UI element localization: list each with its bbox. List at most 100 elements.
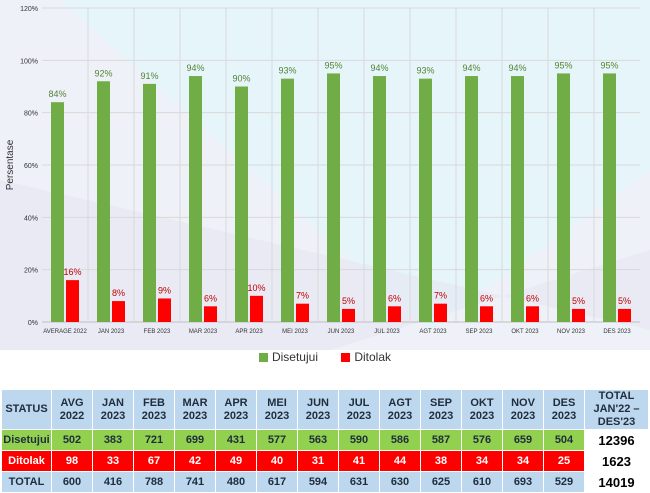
row-label: Ditolak bbox=[1, 450, 52, 472]
row-label: TOTAL bbox=[1, 471, 52, 493]
bar-ditolak bbox=[66, 280, 79, 322]
table-cell: 49 bbox=[215, 450, 257, 472]
table-header-cell: AVG 2022 bbox=[51, 389, 93, 430]
x-tick-label: AVERAGE 2022 bbox=[43, 329, 87, 335]
table-cell: 42 bbox=[174, 450, 216, 472]
table-cell: 31 bbox=[297, 450, 339, 472]
table-cell: 693 bbox=[502, 471, 544, 493]
bar-disetujui bbox=[603, 73, 616, 323]
table-cell: 480 bbox=[215, 471, 257, 493]
data-label-disetujui: 95% bbox=[600, 60, 618, 70]
bar-ditolak bbox=[388, 306, 401, 322]
table-header-status: STATUS bbox=[1, 389, 52, 430]
x-tick-label: AGT 2023 bbox=[419, 329, 447, 335]
data-label-disetujui: 95% bbox=[324, 60, 342, 70]
table-cell: 34 bbox=[461, 450, 503, 472]
table-cell: 590 bbox=[338, 429, 380, 451]
bar-disetujui bbox=[51, 102, 64, 322]
data-label-disetujui: 93% bbox=[278, 66, 296, 76]
table-header-cell: DES 2023 bbox=[543, 389, 585, 430]
data-label-ditolak: 6% bbox=[388, 293, 401, 303]
data-label-ditolak: 7% bbox=[434, 291, 447, 301]
x-tick-label: JUN 2023 bbox=[328, 329, 355, 335]
bar-disetujui bbox=[465, 76, 478, 323]
x-tick-label: MAR 2023 bbox=[189, 329, 218, 335]
table-cell: 98 bbox=[51, 450, 93, 472]
y-tick-label: 0% bbox=[28, 320, 38, 327]
bar-ditolak bbox=[342, 308, 355, 322]
table-row-total: TOTAL 600 416 788 741 480 617 594 631 630 625 610 69… bbox=[1, 471, 649, 493]
data-label-disetujui: 95% bbox=[554, 60, 572, 70]
legend-item-disetujui: Disetujui bbox=[258, 350, 318, 364]
x-tick-label: DES 2023 bbox=[603, 329, 631, 335]
data-label-disetujui: 92% bbox=[94, 68, 112, 78]
data-label-disetujui: 90% bbox=[232, 74, 250, 84]
chart-area: 0% 20% 40% 60% 80% 100% 120% Persentase 84% 16% AV… bbox=[0, 0, 650, 364]
table-cell: 40 bbox=[256, 450, 298, 472]
table-cell: 631 bbox=[338, 471, 380, 493]
table-header-cell: APR 2023 bbox=[215, 389, 257, 430]
table-header-cell: SEP 2023 bbox=[420, 389, 462, 430]
row-label: Disetujui bbox=[1, 429, 52, 451]
table-cell: 563 bbox=[297, 429, 339, 451]
data-label-disetujui: 84% bbox=[48, 89, 66, 99]
data-label-disetujui: 93% bbox=[416, 66, 434, 76]
legend-label-ditolak: Ditolak bbox=[354, 350, 392, 364]
table-header-cell: NOV 2023 bbox=[502, 389, 544, 430]
table-row-ditolak: Ditolak 98 33 67 42 49 40 31 41 44 38 34 34 25 1623 bbox=[1, 450, 649, 472]
x-tick-label: OKT 2023 bbox=[511, 329, 539, 335]
y-tick-label: 100% bbox=[20, 58, 38, 65]
row-grand-total: 12396 bbox=[584, 429, 649, 451]
table-cell: 529 bbox=[543, 471, 585, 493]
data-label-ditolak: 5% bbox=[342, 296, 355, 306]
bar-disetujui bbox=[235, 86, 248, 322]
table-header-cell: MAR 2023 bbox=[174, 389, 216, 430]
table-header-cell: JAN 2023 bbox=[92, 389, 134, 430]
table-cell: 502 bbox=[51, 429, 93, 451]
x-tick-label: JUL 2023 bbox=[374, 329, 400, 335]
row-grand-total: 1623 bbox=[584, 450, 649, 472]
bar-chart: 0% 20% 40% 60% 80% 100% 120% Persentase 84% 16% AV… bbox=[0, 0, 650, 350]
table-cell: 659 bbox=[502, 429, 544, 451]
bar-disetujui bbox=[281, 78, 294, 323]
table-cell: 617 bbox=[256, 471, 298, 493]
table-header-cell: AGT 2023 bbox=[379, 389, 421, 430]
x-tick-label: FEB 2023 bbox=[144, 329, 171, 335]
bar-disetujui bbox=[557, 73, 570, 323]
data-label-ditolak: 6% bbox=[204, 293, 217, 303]
x-tick-label: APR 2023 bbox=[235, 329, 263, 335]
table-header-cell: TOTAL JAN'22 – DES'23 bbox=[584, 389, 649, 430]
data-label-disetujui: 94% bbox=[370, 63, 388, 73]
bar-ditolak bbox=[434, 303, 447, 322]
bar-ditolak bbox=[296, 303, 309, 322]
table-cell: 44 bbox=[379, 450, 421, 472]
y-tick-label: 40% bbox=[24, 215, 38, 222]
table-header-cell: JUL 2023 bbox=[338, 389, 380, 430]
table-header-cell: FEB 2023 bbox=[133, 389, 175, 430]
bar-ditolak bbox=[204, 306, 217, 322]
data-label-ditolak: 5% bbox=[572, 296, 585, 306]
legend-swatch-ditolak bbox=[341, 352, 351, 362]
bar-ditolak bbox=[250, 295, 263, 322]
data-label-ditolak: 9% bbox=[158, 285, 171, 295]
data-label-disetujui: 94% bbox=[186, 63, 204, 73]
bar-disetujui bbox=[511, 76, 524, 323]
bar-ditolak bbox=[526, 306, 539, 322]
table-cell: 25 bbox=[543, 450, 585, 472]
y-axis-label: Persentase bbox=[5, 139, 16, 190]
row-grand-total: 14019 bbox=[584, 471, 649, 493]
bar-disetujui bbox=[143, 83, 156, 322]
data-label-ditolak: 7% bbox=[296, 291, 309, 301]
data-label-ditolak: 6% bbox=[480, 293, 493, 303]
table-cell: 721 bbox=[133, 429, 175, 451]
table-cell: 576 bbox=[461, 429, 503, 451]
table-cell: 699 bbox=[174, 429, 216, 451]
legend-swatch-disetujui bbox=[258, 352, 268, 362]
table-cell: 67 bbox=[133, 450, 175, 472]
x-tick-label: JAN 2023 bbox=[98, 329, 125, 335]
bar-disetujui bbox=[373, 76, 386, 323]
table-cell: 504 bbox=[543, 429, 585, 451]
table-header-row: STATUS AVG 2022 JAN 2023 FEB 2023 MAR 2023 AP… bbox=[1, 389, 649, 430]
table-row-disetujui: Disetujui 502 383 721 699 431 577 563 590 586 587 5… bbox=[1, 429, 649, 451]
table-cell: 610 bbox=[461, 471, 503, 493]
